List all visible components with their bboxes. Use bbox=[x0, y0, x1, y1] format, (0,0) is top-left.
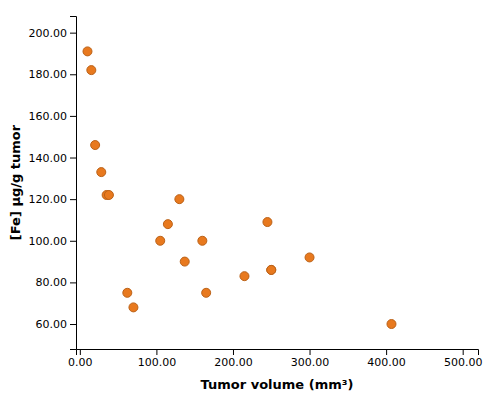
point bbox=[180, 257, 189, 266]
y-tick: 160.00 bbox=[29, 110, 77, 123]
x-tick-mark bbox=[80, 349, 81, 355]
x-tick: 100.00 bbox=[138, 349, 177, 369]
x-axis: 0.00 100.00 200.00 300.00 400.00 500.00 bbox=[68, 349, 482, 369]
point bbox=[129, 303, 138, 312]
y-tick-label: 60.00 bbox=[36, 318, 68, 331]
point bbox=[97, 168, 106, 177]
point bbox=[387, 320, 396, 329]
plot: 0.00 100.00 200.00 300.00 400.00 500.00 60.00 8… bbox=[29, 17, 483, 369]
y-axis-line bbox=[70, 17, 77, 350]
y-tick: 60.00 bbox=[36, 318, 77, 331]
x-tick-label: 400.00 bbox=[367, 356, 406, 369]
y-tick-mark bbox=[70, 158, 76, 159]
point bbox=[198, 236, 207, 245]
point bbox=[240, 272, 249, 281]
point bbox=[267, 265, 276, 274]
point bbox=[267, 265, 276, 274]
y-tick-label: 120.00 bbox=[29, 193, 68, 206]
point bbox=[91, 141, 100, 150]
x-tick-mark bbox=[386, 349, 387, 355]
x-tick: 300.00 bbox=[291, 349, 330, 369]
x-tick-mark bbox=[156, 349, 157, 355]
point bbox=[87, 66, 96, 75]
y-tick: 200.00 bbox=[29, 27, 77, 40]
y-tick-label: 80.00 bbox=[36, 276, 68, 289]
x-tick-mark bbox=[463, 349, 464, 355]
y-tick-label: 100.00 bbox=[29, 235, 68, 248]
y-tick: 140.00 bbox=[29, 152, 77, 165]
x-tick-mark bbox=[233, 349, 234, 355]
x-axis-title: Tumor volume (mm³) bbox=[201, 377, 354, 392]
x-tick-label: 0.00 bbox=[68, 356, 93, 369]
y-tick-mark bbox=[70, 282, 76, 283]
point bbox=[156, 236, 165, 245]
y-tick-mark bbox=[70, 241, 76, 242]
point bbox=[263, 218, 272, 227]
y-tick-label: 160.00 bbox=[29, 110, 68, 123]
y-tick-mark bbox=[70, 116, 76, 117]
point bbox=[83, 47, 92, 56]
y-tick-mark bbox=[70, 199, 76, 200]
chart: 0.00 100.00 200.00 300.00 400.00 500.00 60.00 8… bbox=[0, 0, 500, 401]
y-tick-mark bbox=[70, 74, 76, 75]
x-axis-line bbox=[77, 350, 479, 356]
point bbox=[123, 288, 132, 297]
y-tick-label: 140.00 bbox=[29, 152, 68, 165]
y-axis: 60.00 80.00 100.00 120.00 140.00 160.00 180.00… bbox=[29, 17, 77, 350]
point bbox=[163, 220, 172, 229]
x-tick: 0.00 bbox=[68, 349, 93, 369]
x-tick-label: 100.00 bbox=[138, 356, 177, 369]
points bbox=[83, 47, 396, 329]
y-tick-mark bbox=[70, 33, 76, 34]
y-tick-mark bbox=[70, 324, 76, 325]
x-tick-mark bbox=[310, 349, 311, 355]
x-tick-label: 300.00 bbox=[291, 356, 330, 369]
y-tick: 180.00 bbox=[29, 68, 77, 81]
x-tick: 500.00 bbox=[444, 349, 483, 369]
point bbox=[202, 288, 211, 297]
y-tick-label: 180.00 bbox=[29, 68, 68, 81]
point bbox=[104, 190, 113, 199]
x-tick-label: 500.00 bbox=[444, 356, 483, 369]
x-tick-label: 200.00 bbox=[214, 356, 253, 369]
x-tick: 200.00 bbox=[214, 349, 253, 369]
point bbox=[175, 195, 184, 204]
y-tick: 120.00 bbox=[29, 193, 77, 206]
y-tick: 100.00 bbox=[29, 235, 77, 248]
y-tick: 80.00 bbox=[36, 276, 77, 289]
point bbox=[305, 253, 314, 262]
y-tick-label: 200.00 bbox=[29, 27, 68, 40]
x-tick: 400.00 bbox=[367, 349, 406, 369]
y-axis-title: [Fe] μg/g tumor bbox=[8, 124, 23, 240]
